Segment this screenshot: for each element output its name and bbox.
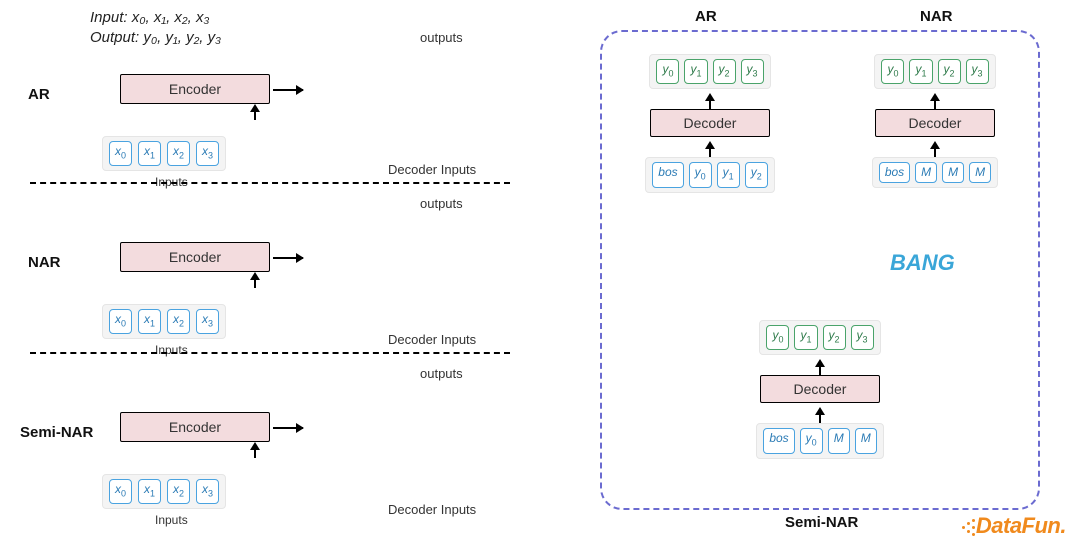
encoder-label-semi: Encoder	[169, 419, 221, 435]
token-y2: y2	[938, 59, 961, 84]
left-panel: Input: x₀, x₁, x₂, x₃ Output: y₀, y₁, y₂…	[0, 0, 540, 549]
decoder-box-semi: Decoder	[760, 375, 880, 403]
encoder-box-ar: Encoder	[120, 74, 270, 104]
token-x2: x2	[167, 141, 190, 166]
decoder-inputs-label-nar: Decoder Inputs	[388, 332, 476, 347]
token-y2: y2	[713, 59, 736, 84]
token-x2: x2	[167, 479, 190, 504]
datafun-logo: DataFun.	[960, 513, 1066, 539]
token-y3: y3	[966, 59, 989, 84]
right-title-ar: AR	[695, 8, 717, 25]
arrow-right-icon	[273, 89, 303, 91]
encoder-box-semi: Encoder	[120, 412, 270, 442]
token-m: M	[969, 162, 991, 183]
encoder-block-ar: Encoder x0 x1 x2 x3 Inputs	[80, 74, 320, 189]
token-row-ar: x0 x1 x2 x3	[102, 136, 226, 171]
logo-dots-icon	[960, 518, 978, 536]
token-x3: x3	[196, 479, 219, 504]
decoder-label-semi: Decoder	[794, 381, 847, 397]
token-bos: bos	[879, 162, 910, 183]
io-text: Input: x₀, x₁, x₂, x₃ Output: y₀, y₁, y₂…	[90, 8, 221, 49]
inputs-nar: bos M M M	[872, 157, 998, 188]
token-x1: x1	[138, 141, 161, 166]
token-x3: x3	[196, 309, 219, 334]
token-x2: x2	[167, 309, 190, 334]
token-x0: x0	[109, 479, 132, 504]
token-m: M	[942, 162, 964, 183]
separator-2	[30, 352, 510, 354]
outputs-nar: y0 y1 y2 y3	[874, 54, 995, 89]
semi-nar-label: Semi-NAR	[785, 514, 858, 531]
output-line: Output: y₀, y₁, y₂, y₃	[90, 29, 221, 46]
token-x0: x0	[109, 309, 132, 334]
token-y1: y1	[909, 59, 932, 84]
token-x0: x0	[109, 141, 132, 166]
inputs-semi: bos y0 M M	[756, 423, 883, 458]
token-bos: bos	[652, 162, 683, 187]
inputs-ar: bos y0 y1 y2	[645, 157, 774, 192]
decoder-label-ar: Decoder	[684, 115, 737, 131]
token-row-nar: x0 x1 x2 x3	[102, 304, 226, 339]
separator-1	[30, 182, 510, 184]
token-bos: bos	[763, 428, 794, 453]
token-y3: y3	[851, 325, 874, 350]
token-x1: x1	[138, 309, 161, 334]
outputs-label-nar: outputs	[420, 196, 463, 211]
decoder-unit-nar: y0 y1 y2 y3 Decoder bos M M M	[850, 54, 1020, 188]
token-y0-in: y0	[689, 162, 712, 187]
logo-text: DataFun.	[976, 513, 1066, 538]
section-label-nar: NAR	[28, 254, 61, 271]
encoder-label-ar: Encoder	[169, 81, 221, 97]
outputs-label-semi: outputs	[420, 366, 463, 381]
decoder-inputs-label-ar: Decoder Inputs	[388, 162, 476, 177]
token-y1: y1	[794, 325, 817, 350]
encoder-block-semi: Encoder x0 x1 x2 x3 Inputs	[80, 412, 320, 527]
arrow-right-icon	[273, 257, 303, 259]
decoder-unit-ar: y0 y1 y2 y3 Decoder bos y0 y1 y2	[625, 54, 795, 193]
token-m: M	[855, 428, 877, 453]
token-y0: y0	[656, 59, 679, 84]
inputs-caption-nar: Inputs	[155, 343, 320, 357]
token-y2: y2	[823, 325, 846, 350]
decoder-label-nar: Decoder	[909, 115, 962, 131]
outputs-label-ar: outputs	[420, 30, 463, 45]
token-m: M	[828, 428, 850, 453]
token-row-semi: x0 x1 x2 x3	[102, 474, 226, 509]
token-x1: x1	[138, 479, 161, 504]
token-y0: y0	[881, 59, 904, 84]
section-label-ar: AR	[28, 86, 50, 103]
bang-label: BANG	[890, 250, 955, 276]
token-y1-in: y1	[717, 162, 740, 187]
token-y0-in: y0	[800, 428, 823, 453]
encoder-block-nar: Encoder x0 x1 x2 x3 Inputs	[80, 242, 320, 357]
arrow-right-icon	[273, 427, 303, 429]
encoder-box-nar: Encoder	[120, 242, 270, 272]
input-line: Input: x₀, x₁, x₂, x₃	[90, 9, 209, 26]
token-y2-in: y2	[745, 162, 768, 187]
decoder-box-nar: Decoder	[875, 109, 995, 137]
right-panel: AR NAR y0 y1 y2 y3 Decoder bos y0 y1 y2 …	[560, 0, 1080, 549]
token-y1: y1	[684, 59, 707, 84]
token-y0: y0	[766, 325, 789, 350]
inputs-caption-semi: Inputs	[155, 513, 320, 527]
token-y3: y3	[741, 59, 764, 84]
decoder-inputs-label-semi: Decoder Inputs	[388, 502, 476, 517]
token-m: M	[915, 162, 937, 183]
outputs-ar: y0 y1 y2 y3	[649, 54, 770, 89]
decoder-box-ar: Decoder	[650, 109, 770, 137]
encoder-label-nar: Encoder	[169, 249, 221, 265]
outputs-semi: y0 y1 y2 y3	[759, 320, 880, 355]
token-x3: x3	[196, 141, 219, 166]
right-title-nar: NAR	[920, 8, 953, 25]
decoder-unit-semi: y0 y1 y2 y3 Decoder bos y0 M M	[735, 320, 905, 459]
